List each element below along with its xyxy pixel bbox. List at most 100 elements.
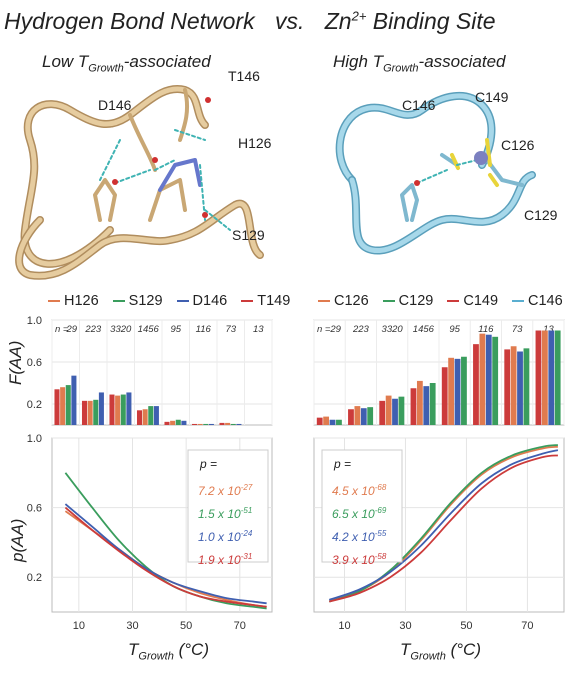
bar	[429, 383, 436, 425]
bar	[479, 333, 486, 425]
bar	[410, 388, 417, 425]
y-tick-label: 0.2	[27, 399, 42, 411]
x-title-pre: T	[400, 640, 411, 659]
bar	[535, 330, 542, 425]
legend-label: C126	[334, 293, 369, 309]
bar	[60, 387, 66, 425]
legend-label: D146	[192, 293, 228, 309]
bar	[109, 394, 115, 425]
legend-right: C126 C129 C149 C146	[318, 293, 563, 309]
label-c149: C149	[475, 89, 509, 105]
legend-swatch	[241, 300, 254, 302]
bar	[541, 330, 548, 425]
bar	[197, 423, 203, 425]
x-axis-title-right: TGrowth (°C)	[400, 640, 481, 662]
y-tick-label: 0.6	[27, 503, 42, 515]
bar	[485, 334, 492, 425]
legend-label: T149	[257, 293, 291, 309]
title-left: Hydrogen Bond Network	[4, 8, 255, 34]
legend-swatch	[112, 300, 125, 302]
n-label: 73	[225, 324, 236, 335]
right-sub-pre: High T	[333, 52, 384, 71]
p-label: p =	[199, 457, 217, 471]
legend-swatch	[512, 300, 525, 302]
bar	[81, 400, 88, 425]
series-line	[64, 506, 267, 608]
line-chart-low: 0.2 0.6 1.0 10 30 50 70 p = 7.2 x 10-27 1.5 x 10-…	[27, 433, 273, 632]
legend-item: T149	[241, 293, 290, 309]
left-sub-pre: Low T	[42, 52, 89, 71]
x-tick-label: 70	[234, 620, 246, 632]
bar	[379, 400, 386, 425]
bar	[554, 330, 561, 425]
bar	[126, 392, 132, 425]
bar	[510, 346, 517, 425]
bar	[360, 408, 367, 425]
x-tick-label: 50	[180, 620, 192, 632]
title-right-tail: Binding Site	[366, 8, 496, 34]
bar	[93, 399, 99, 425]
series-line	[328, 444, 559, 603]
n-label: 223	[352, 324, 370, 335]
n-label: 73	[512, 324, 523, 335]
p-value: 1.0 x 10-24	[198, 529, 253, 544]
p-value-box	[187, 449, 269, 563]
bar	[219, 422, 225, 425]
left-sub-sub: Growth	[88, 62, 124, 75]
n-prefix: n =	[55, 324, 69, 335]
legend-item: C126	[318, 293, 369, 309]
x-title-post: (°C)	[173, 640, 209, 659]
x-title-sub: Growth	[410, 650, 446, 663]
n-label: 116	[196, 324, 212, 335]
x-tick-label: 30	[399, 620, 411, 632]
bar	[392, 398, 398, 425]
bar	[54, 389, 60, 425]
label-s129: S129	[232, 227, 265, 243]
series-line	[328, 449, 559, 601]
x-title-sub: Growth	[138, 650, 174, 663]
bar	[115, 395, 121, 425]
label-c126: C126	[501, 137, 535, 153]
n-label: 13	[253, 324, 264, 335]
bar	[523, 348, 530, 425]
p-value: 1.5 x 10-51	[198, 506, 252, 521]
legend-item: C129	[382, 293, 434, 309]
bar	[548, 330, 555, 425]
main-title: Hydrogen Bond Network vs. Zn2+ Binding S…	[4, 8, 496, 35]
bar	[181, 420, 187, 425]
p-value-box	[321, 449, 403, 563]
legend-left: H126 S129 D146 T149	[48, 293, 290, 309]
p-value: 3.9 x 10-58	[332, 552, 387, 567]
x-tick-label: 70	[521, 620, 533, 632]
bar	[441, 367, 448, 425]
bar	[473, 344, 479, 425]
y-tick-label: 0.2	[27, 572, 42, 584]
n-label: 3320	[110, 324, 132, 335]
n-prefix: n =	[317, 324, 331, 335]
bar	[230, 423, 236, 425]
bar	[208, 423, 214, 425]
bar	[164, 421, 170, 425]
left-subtitle: Low TGrowth-associated	[42, 52, 211, 74]
title-vs: vs.	[274, 8, 305, 34]
right-sub-sub: Growth	[383, 62, 419, 75]
y-tick-label: 1.0	[27, 315, 42, 327]
line-chart-high: 10 30 50 70 p = 4.5 x 10-68 6.5 x 10-69 4.2 x 1…	[313, 437, 565, 632]
series-line	[64, 503, 267, 605]
bar	[148, 406, 154, 425]
p-value: 6.5 x 10-69	[332, 506, 387, 521]
label-c146: C146	[402, 97, 436, 113]
n-label: 29	[65, 324, 77, 335]
left-protein-structure: T146 D146 H126 S129	[15, 70, 272, 280]
bar	[454, 358, 461, 425]
bar	[136, 410, 143, 425]
bar	[65, 385, 71, 425]
legend-swatch	[318, 300, 330, 302]
title-right-sup: 2+	[351, 8, 367, 24]
x-tick-label: 50	[460, 620, 472, 632]
bar	[191, 423, 198, 425]
legend-item: C146	[512, 293, 563, 309]
right-protein-structure: C146 C149 C126 C129	[335, 89, 558, 255]
legend-label: C129	[398, 293, 434, 309]
bar	[367, 407, 374, 425]
